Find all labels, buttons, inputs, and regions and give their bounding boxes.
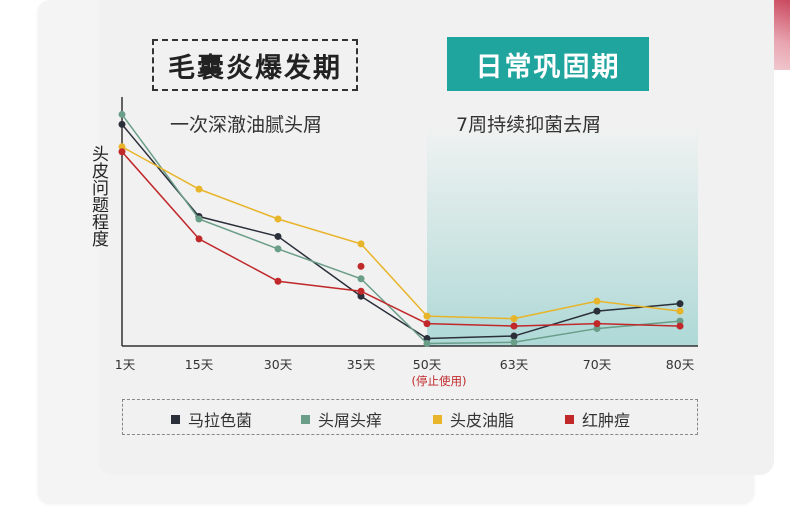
data-point — [510, 315, 518, 323]
series-3 — [118, 148, 684, 330]
legend-item-scalp-oil: 头皮油脂 — [433, 407, 514, 431]
chart-legend: 马拉色菌 头屑头痒 头皮油脂 红肿痘 — [122, 399, 698, 435]
legend-label: 红肿痘 — [582, 411, 631, 430]
legend-swatch — [433, 414, 442, 424]
data-point — [195, 235, 203, 243]
series-line — [121, 146, 681, 320]
data-point — [593, 297, 601, 305]
data-point — [357, 275, 365, 283]
data-point — [593, 307, 601, 315]
legend-item-malassezia: 马拉色菌 — [171, 407, 252, 431]
data-point — [274, 232, 282, 240]
x-tick-label: 50天 — [413, 357, 442, 372]
data-point — [274, 215, 282, 223]
data-point — [676, 317, 684, 325]
data-point — [274, 245, 282, 253]
data-point — [676, 307, 684, 315]
series-line — [121, 113, 681, 345]
x-tick-label: 35天 — [347, 357, 376, 372]
legend-label: 头皮油脂 — [450, 411, 515, 430]
data-point — [195, 185, 203, 193]
series-1 — [118, 110, 684, 348]
data-point — [423, 335, 431, 343]
outbreak-phase-title: 毛囊炎爆发期 — [152, 39, 358, 91]
data-point — [423, 320, 431, 328]
data-point — [676, 322, 684, 330]
data-point — [593, 320, 601, 328]
data-point — [195, 215, 203, 223]
series-2 — [118, 143, 684, 323]
legend-swatch — [171, 414, 180, 424]
data-point — [510, 338, 518, 346]
outbreak-phase-subtitle: 一次深澈油腻头屑 — [170, 114, 323, 136]
legend-item-dandruff-itch: 头屑头痒 — [301, 407, 382, 431]
maintenance-phase-title: 日常巩固期 — [447, 37, 649, 91]
data-point — [274, 277, 282, 285]
legend-swatch — [301, 414, 310, 424]
data-point — [118, 143, 126, 151]
legend-label: 头屑头痒 — [318, 411, 383, 430]
data-point — [510, 322, 518, 330]
x-tick-label: 63天 — [500, 357, 529, 372]
legend-label: 马拉色菌 — [188, 411, 253, 430]
x-tick-note: (停止使用) — [412, 374, 467, 388]
series-line — [121, 123, 681, 340]
legend-item-red-pimples: 红肿痘 — [565, 407, 630, 431]
y-axis-label: 头皮问题程度 — [88, 145, 108, 247]
data-point — [357, 287, 365, 295]
legend-swatch — [565, 414, 574, 424]
x-tick-label: 1天 — [115, 357, 136, 372]
data-point — [357, 262, 365, 270]
data-point — [423, 312, 431, 320]
data-point — [118, 110, 126, 118]
x-tick-label: 70天 — [583, 357, 612, 372]
data-point — [118, 148, 126, 156]
x-tick-label: 80天 — [666, 357, 695, 372]
data-point — [357, 292, 365, 300]
data-point — [510, 332, 518, 340]
x-tick-label: 30天 — [264, 357, 293, 372]
data-point — [676, 300, 684, 308]
x-tick-label: 15天 — [185, 357, 214, 372]
series-line — [121, 151, 681, 327]
data-point — [423, 340, 431, 348]
data-point — [357, 240, 365, 248]
data-point — [118, 120, 126, 128]
data-point — [593, 325, 601, 333]
maintenance-phase-subtitle: 7周持续抑菌去屑 — [456, 114, 602, 136]
maintenance-phase-background — [427, 128, 698, 346]
